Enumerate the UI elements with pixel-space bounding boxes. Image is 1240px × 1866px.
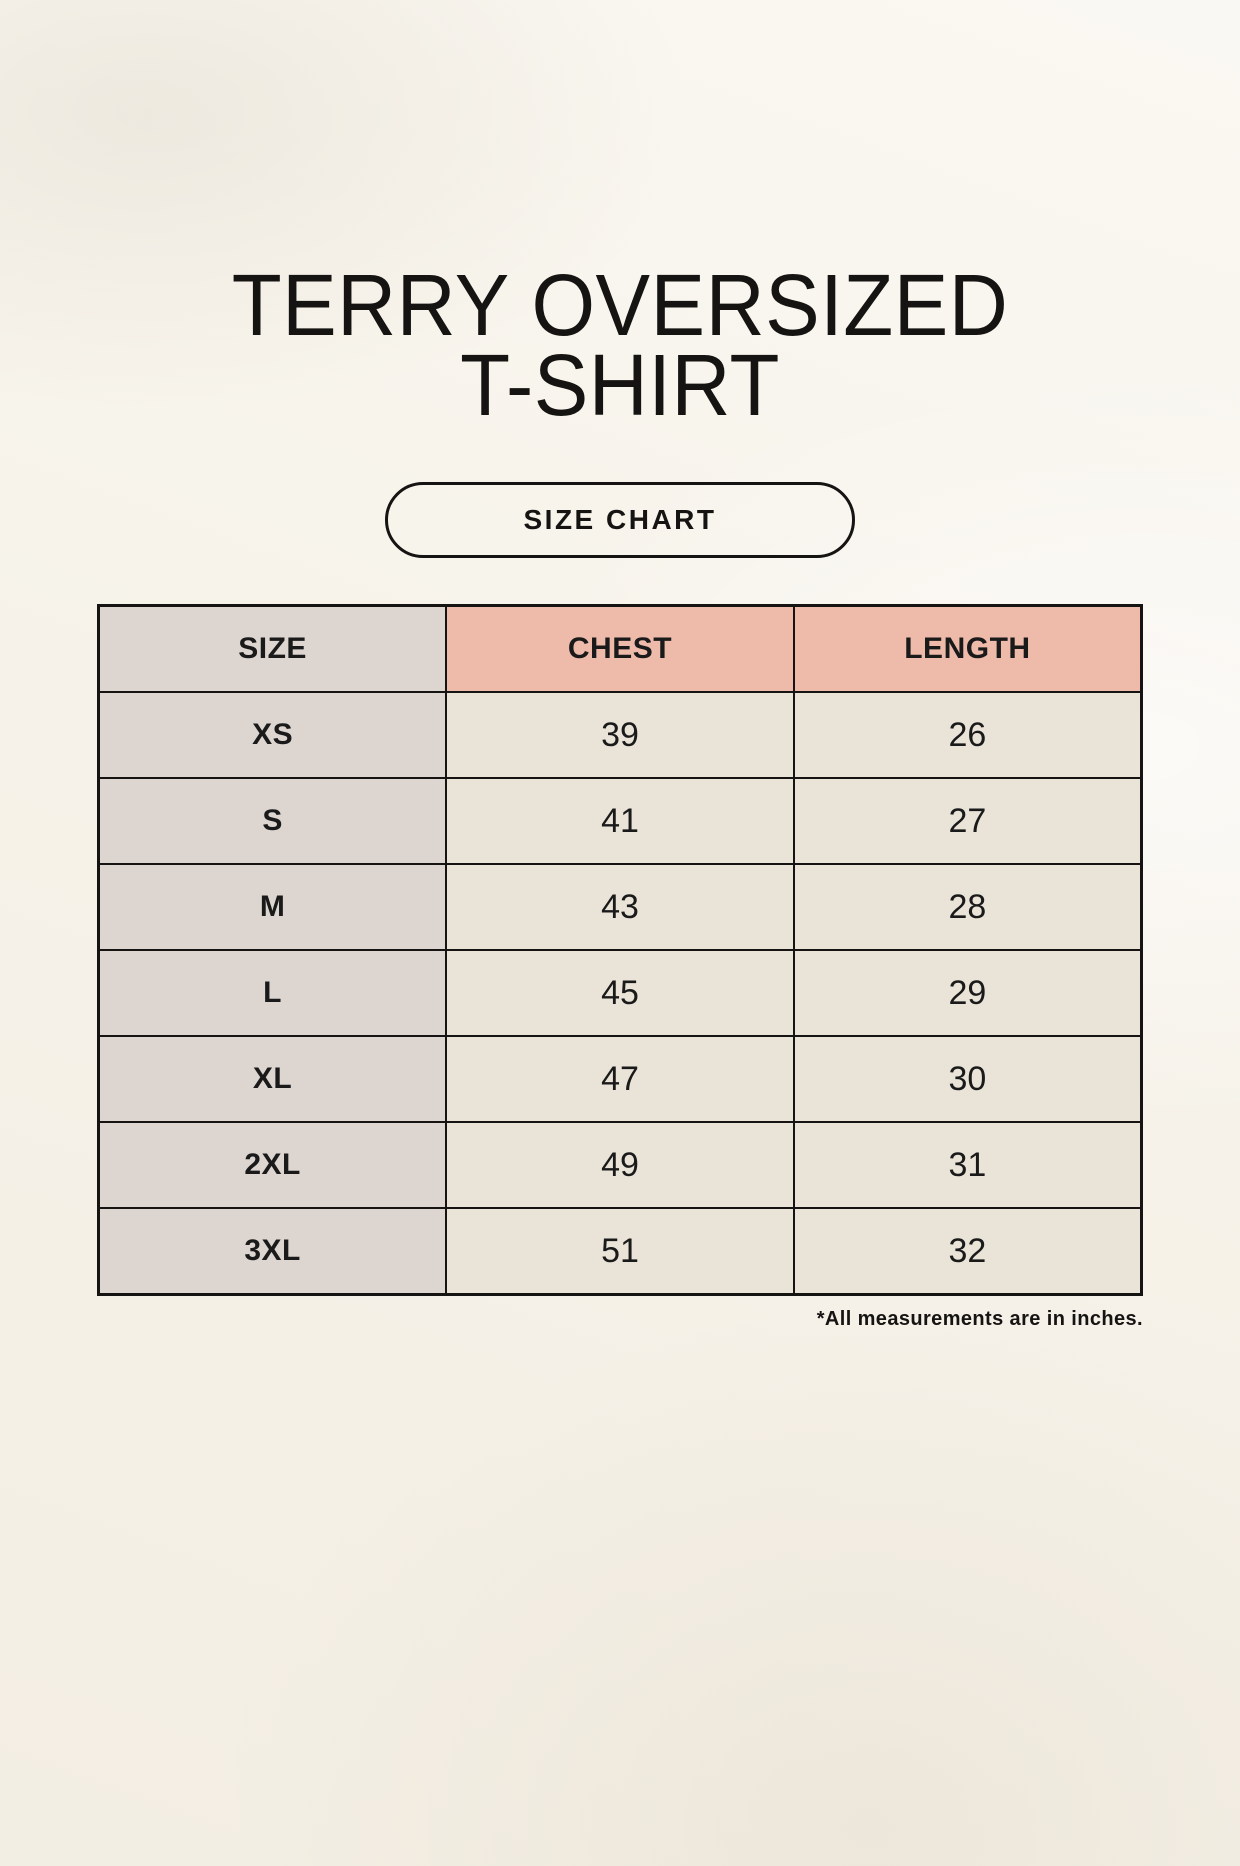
chest-value: 39 xyxy=(445,691,795,779)
length-value: 31 xyxy=(792,1121,1143,1209)
size-table: SIZE CHEST LENGTH XS 39 26 S 41 27 M 43 … xyxy=(97,604,1143,1296)
size-chart-page: TERRY OVERSIZED T-SHIRT SIZE CHART SIZE … xyxy=(0,262,1240,1866)
chest-value: 49 xyxy=(445,1121,795,1209)
table-row-l: L 45 29 xyxy=(97,949,1143,1037)
length-value: 32 xyxy=(792,1207,1143,1296)
table-row-s: S 41 27 xyxy=(97,777,1143,865)
size-chart-button[interactable]: SIZE CHART xyxy=(385,482,855,558)
length-value: 30 xyxy=(792,1035,1143,1123)
length-value: 27 xyxy=(792,777,1143,865)
length-value: 29 xyxy=(792,949,1143,1037)
size-label: XL xyxy=(97,1035,448,1123)
measurement-note: *All measurements are in inches. xyxy=(816,1308,1143,1330)
chest-value: 41 xyxy=(445,777,795,865)
table-row-xs: XS 39 26 xyxy=(97,691,1143,779)
size-label: L xyxy=(97,949,448,1037)
page-title-line2: T-SHIRT xyxy=(460,337,780,434)
column-header-length: LENGTH xyxy=(792,604,1143,693)
table-row-xl: XL 47 30 xyxy=(97,1035,1143,1123)
size-label: S xyxy=(97,777,448,865)
table-row-3xl: 3XL 51 32 xyxy=(97,1207,1143,1296)
chest-value: 45 xyxy=(445,949,795,1037)
size-label: 2XL xyxy=(97,1121,448,1209)
size-label: XS xyxy=(97,691,448,779)
column-header-size: SIZE xyxy=(97,604,448,693)
chest-value: 43 xyxy=(445,863,795,951)
size-label: 3XL xyxy=(97,1207,448,1296)
page-title: TERRY OVERSIZED T-SHIRT xyxy=(37,262,1203,429)
length-value: 26 xyxy=(792,691,1143,779)
chest-value: 47 xyxy=(445,1035,795,1123)
header-row: SIZE CHEST LENGTH xyxy=(97,604,1143,693)
chest-value: 51 xyxy=(445,1207,795,1296)
size-table-header: SIZE CHEST LENGTH xyxy=(97,604,1143,693)
size-label: M xyxy=(97,863,448,951)
table-row-m: M 43 28 xyxy=(97,863,1143,951)
length-value: 28 xyxy=(792,863,1143,951)
table-row-2xl: 2XL 49 31 xyxy=(97,1121,1143,1209)
page-title-line1: TERRY OVERSIZED xyxy=(231,257,1009,354)
column-header-chest: CHEST xyxy=(445,604,795,693)
size-table-body: XS 39 26 S 41 27 M 43 28 L 45 29 XL 47 xyxy=(97,691,1143,1296)
